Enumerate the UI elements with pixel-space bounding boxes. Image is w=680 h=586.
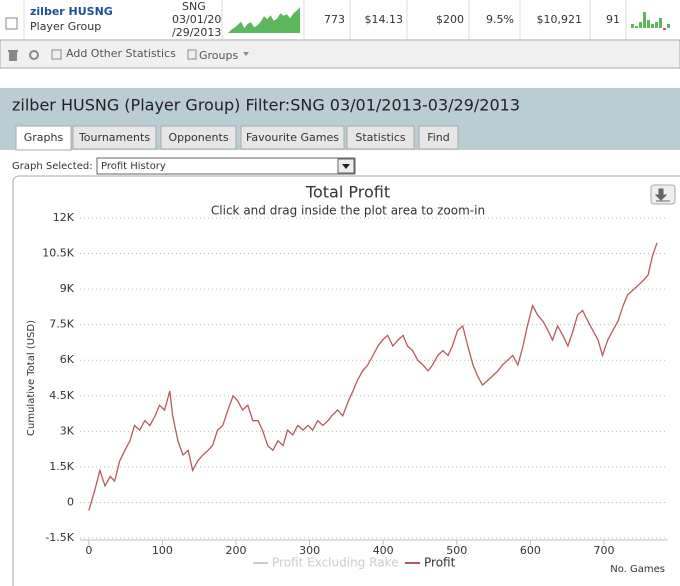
x-tick-label: 700	[593, 544, 614, 557]
row-filter: /29/2013	[172, 26, 221, 39]
mini-bar	[659, 18, 662, 28]
tab-label[interactable]: Favourite Games	[246, 131, 339, 144]
chart-title: Total Profit	[305, 183, 390, 202]
y-tick-label: 12K	[53, 211, 75, 224]
stat: $10,921	[537, 13, 583, 26]
row-name[interactable]: zilber HUSNG	[30, 5, 113, 18]
x-tick-label: 100	[152, 544, 173, 557]
x-tick-label: 500	[446, 544, 467, 557]
tab-label[interactable]: Find	[427, 131, 450, 144]
x-tick-label: 400	[373, 544, 394, 557]
row-filter: SNG	[182, 0, 206, 13]
graph-select[interactable]	[96, 157, 356, 175]
groups[interactable]: Groups	[199, 49, 238, 62]
mini-bar	[635, 26, 638, 28]
legend-label[interactable]: Profit	[424, 556, 456, 570]
y-tick-label: 1.5K	[49, 460, 74, 473]
mini-bar	[639, 22, 642, 28]
legend-label[interactable]: Profit Excluding Rake	[272, 556, 398, 570]
tab-label[interactable]: Opponents	[168, 131, 228, 144]
sparkline	[228, 7, 300, 33]
x-tick-label: 0	[85, 544, 92, 557]
stat: 773	[324, 13, 345, 26]
tab-label[interactable]: Graphs	[24, 131, 64, 144]
x-tick-label: 300	[299, 544, 320, 557]
tab-label[interactable]: Tournaments	[78, 131, 150, 144]
tab-label[interactable]: Statistics	[355, 131, 406, 144]
chart-panel	[12, 175, 680, 586]
add-stats[interactable]: Add Other Statistics	[66, 47, 176, 60]
column-separators	[23, 0, 627, 40]
select-arrow	[342, 164, 350, 169]
row-group: Player Group	[30, 20, 101, 33]
toolbar-icons[interactable]	[8, 49, 249, 61]
y-tick-label: 3K	[60, 424, 75, 437]
profit-line	[88, 242, 658, 511]
stat: 91	[606, 13, 620, 26]
stat: 9.5%	[486, 13, 514, 26]
tab[interactable]	[15, 125, 72, 151]
toolbar	[0, 39, 680, 69]
y-tick-label: -1.5K	[45, 531, 74, 544]
graph-selected-label: Graph Selected:	[12, 161, 93, 172]
y-tick-label: 10.5K	[42, 247, 74, 260]
y-tick-label: 9K	[60, 282, 75, 295]
tab[interactable]	[160, 125, 237, 150]
checkbox[interactable]	[5, 17, 18, 30]
mini-bar	[647, 20, 650, 28]
mini-bar	[651, 24, 654, 28]
mini-bar	[667, 24, 670, 28]
stat: $14.13	[365, 13, 404, 26]
graph-selected[interactable]: Profit History	[101, 161, 166, 172]
row	[0, 0, 680, 40]
tab[interactable]	[240, 125, 345, 150]
chart-subtitle: Click and drag inside the plot area to z…	[211, 204, 485, 218]
stat: $200	[436, 13, 464, 26]
row-filter: 03/01/20	[172, 13, 221, 26]
mini-bar	[643, 12, 646, 28]
x-axis-label: No. Games	[610, 564, 665, 575]
x-tick-label: 200	[226, 544, 247, 557]
y-tick-label: 4.5K	[49, 389, 74, 402]
tab[interactable]	[72, 125, 157, 150]
x-tick-label: 600	[520, 544, 541, 557]
tab[interactable]	[418, 125, 459, 150]
y-axis-label: Cumulative Total (USD)	[26, 320, 37, 436]
y-tick-label: 6K	[60, 353, 75, 366]
mini-bar	[655, 22, 658, 28]
mini-bar	[663, 28, 666, 30]
y-tick-label: 0	[67, 495, 74, 508]
y-tick-label: 7.5K	[49, 318, 74, 331]
panel-title: zilber HUSNG (Player Group) Filter:SNG 0…	[12, 96, 520, 115]
tab[interactable]	[346, 125, 415, 150]
mini-bar	[631, 24, 634, 28]
download-icon	[654, 188, 670, 202]
